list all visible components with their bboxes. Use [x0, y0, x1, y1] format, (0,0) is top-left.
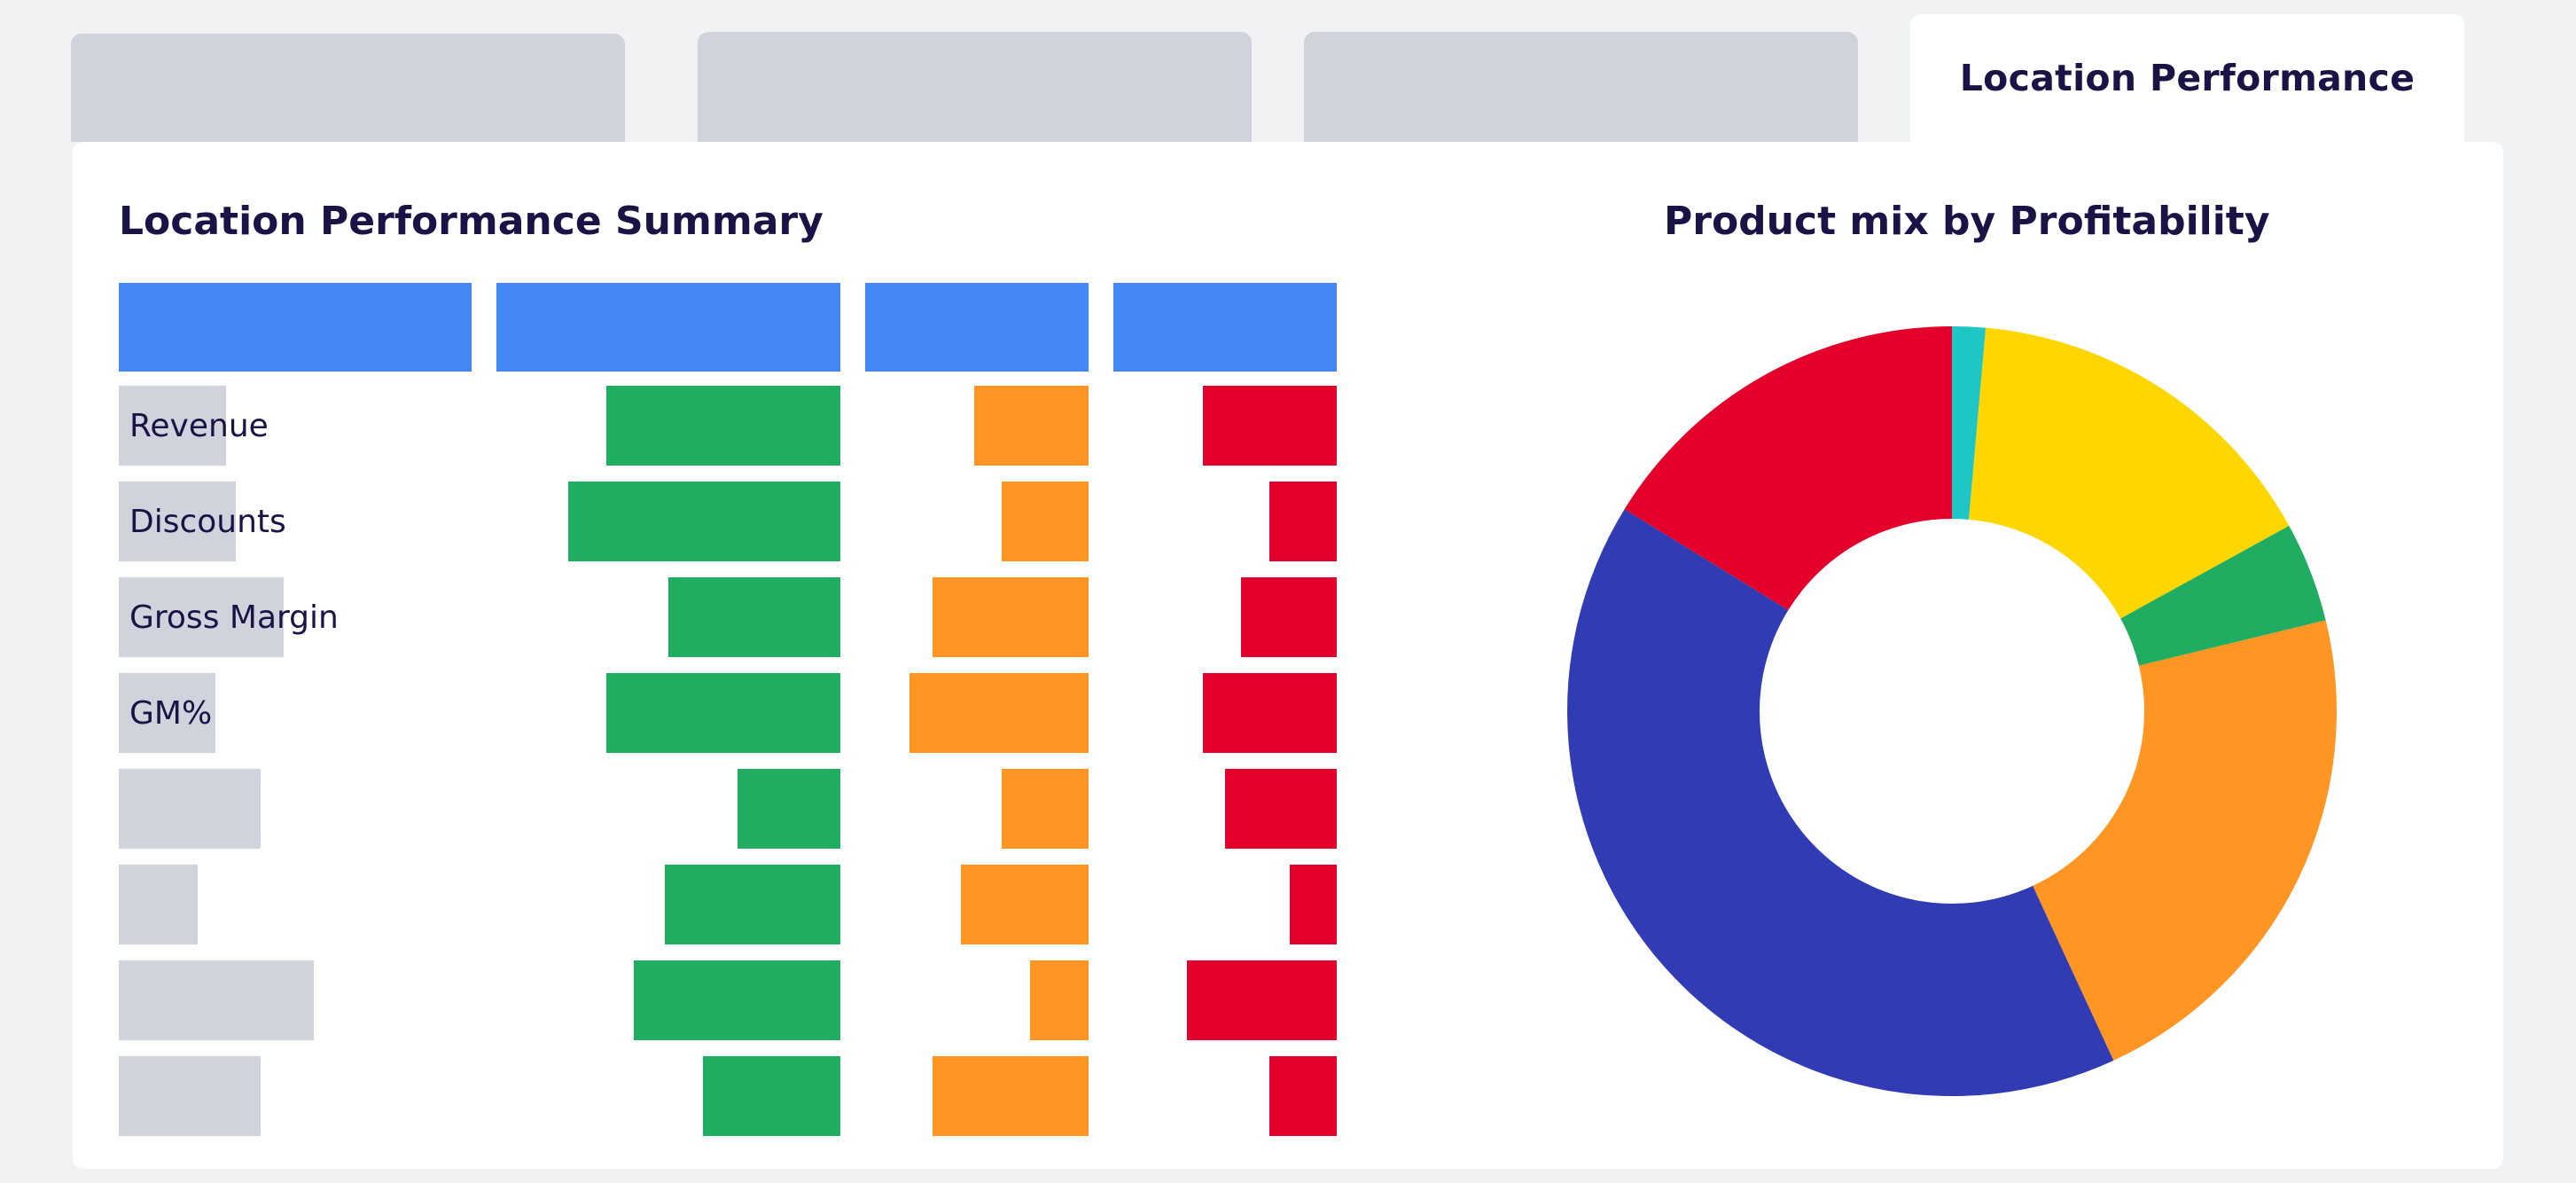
- row-label: [119, 769, 261, 849]
- column-header-4[interactable]: [1113, 283, 1337, 372]
- row-label: GM%: [119, 673, 215, 753]
- summary-title: Location Performance Summary: [119, 199, 824, 244]
- tab-label: Location Performance: [1959, 57, 2416, 99]
- bar-red: [1269, 482, 1337, 561]
- bar-green: [665, 865, 840, 944]
- bar-red: [1225, 769, 1337, 849]
- row-label: Discounts: [119, 482, 286, 561]
- bar-red: [1290, 865, 1337, 944]
- bar-orange: [1030, 960, 1089, 1040]
- bar-green: [703, 1056, 840, 1136]
- row-label: [119, 865, 198, 944]
- row-label: [119, 960, 314, 1040]
- bar-orange: [974, 386, 1089, 466]
- tab-2[interactable]: [698, 32, 1252, 142]
- bar-orange: [933, 577, 1089, 657]
- donut-slice-5[interactable]: [1567, 509, 2114, 1096]
- bar-green: [606, 386, 840, 466]
- column-header-3[interactable]: [865, 283, 1089, 372]
- tab-1[interactable]: [71, 34, 625, 142]
- bar-green: [634, 960, 840, 1040]
- content-panel: Location Performance Summary Revenue Disc…: [73, 142, 2503, 1169]
- donut-title: Product mix by Profitability: [1664, 199, 2270, 244]
- bar-red: [1241, 577, 1337, 657]
- bar-orange: [909, 673, 1089, 753]
- donut-chart: [1567, 326, 2337, 1096]
- bar-red: [1187, 960, 1337, 1040]
- donut-slice-1[interactable]: [1952, 326, 1987, 520]
- bar-green: [568, 482, 840, 561]
- donut-slice-2[interactable]: [1969, 327, 2290, 619]
- bar-red: [1203, 386, 1337, 466]
- row-label: [119, 1056, 261, 1136]
- donut-slice-3[interactable]: [2120, 525, 2326, 666]
- bar-orange: [1002, 769, 1089, 849]
- donut-slice-4[interactable]: [2033, 620, 2337, 1061]
- bar-orange: [933, 1056, 1089, 1136]
- tab-location-performance[interactable]: Location Performance: [1910, 14, 2464, 142]
- bar-red: [1203, 673, 1337, 753]
- bar-green: [738, 769, 840, 849]
- bar-orange: [961, 865, 1089, 944]
- bar-orange: [1002, 482, 1089, 561]
- bar-green: [668, 577, 840, 657]
- donut-slice-6[interactable]: [1624, 326, 1952, 611]
- tab-3[interactable]: [1304, 32, 1858, 142]
- column-header-2[interactable]: [496, 283, 840, 372]
- column-header-1[interactable]: [119, 283, 472, 372]
- bar-green: [606, 673, 840, 753]
- bar-red: [1269, 1056, 1337, 1136]
